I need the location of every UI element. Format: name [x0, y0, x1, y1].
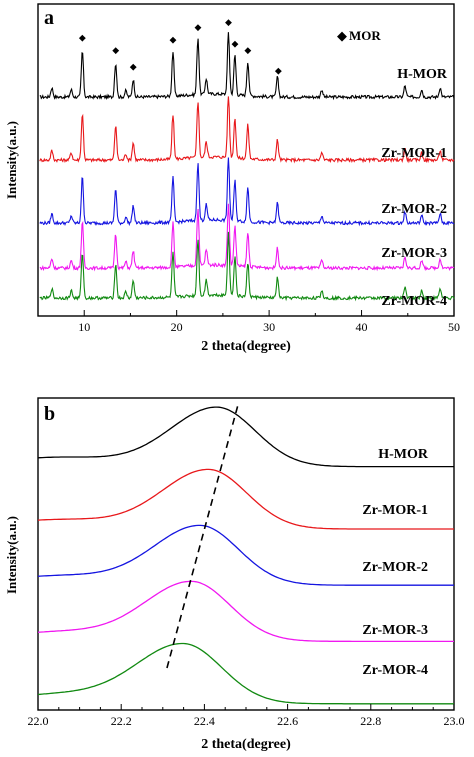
peak-marker: ◆: [130, 62, 137, 72]
series-line: [37, 468, 454, 530]
series-label: H-MOR: [378, 447, 429, 462]
series-line: [39, 96, 455, 164]
panel-a-legend: ◆ MOR: [337, 28, 381, 43]
series-line: [37, 642, 454, 705]
panel-a: a ◆ ◆ ◆ ◆ ◆ ◆ ◆ ◆ ◆ H-MOR Zr-MOR-1 Zr-MOR-2 Zr-MOR-…: [4, 3, 460, 354]
peak-marker: ◆: [225, 17, 232, 27]
x-tick-label: 40: [356, 320, 368, 334]
peak-marker: ◆: [244, 45, 251, 55]
peak-marker: ◆: [79, 33, 86, 43]
panel-b-x-ticks: 22.0 22.2 22.4 22.6 22.8 23.0: [28, 704, 465, 728]
panel-a-series-lines: [39, 32, 455, 302]
series-line: [39, 203, 455, 272]
panel-b-letter: b: [44, 403, 55, 425]
legend-marker: ◆: [337, 28, 347, 43]
series-line: [37, 406, 454, 468]
series-label: Zr-MOR-4: [381, 294, 447, 309]
x-tick-label: 22.0: [28, 714, 49, 728]
panel-b-ylabel: Intensity(a.u.): [4, 516, 19, 594]
legend-label: MOR: [349, 28, 381, 43]
x-tick-label: 23.0: [444, 714, 465, 728]
panel-b: b H-MORZr-MOR-1Zr-MOR-2Zr-MOR-3Zr-MOR-4 …: [4, 397, 465, 752]
series-label: Zr-MOR-2: [362, 560, 428, 575]
series-label: Zr-MOR-2: [381, 202, 447, 217]
x-tick-label: 10: [78, 320, 90, 334]
panel-a-letter: a: [44, 7, 54, 29]
series-label: Zr-MOR-3: [362, 623, 428, 638]
series-line: [37, 580, 454, 643]
peak-marker: ◆: [275, 66, 282, 76]
peak-marker: ◆: [112, 45, 119, 55]
x-tick-label: 20: [171, 320, 183, 334]
series-line: [39, 231, 455, 302]
series-label: Zr-MOR-3: [381, 246, 447, 261]
peak-shift-dashed-line: [166, 405, 239, 669]
panel-a-ylabel: Intensity(a.u.): [4, 121, 19, 199]
panel-a-x-ticks: 10 20 30 40 50: [37, 310, 460, 334]
panel-b-series-lines: [37, 406, 454, 705]
x-tick-label: 22.2: [111, 714, 132, 728]
peak-marker: ◆: [170, 34, 177, 44]
series-label: Zr-MOR-1: [381, 146, 447, 161]
series-label: H-MOR: [397, 67, 448, 82]
panel-a-peak-markers: ◆ ◆ ◆ ◆ ◆ ◆ ◆ ◆ ◆: [79, 17, 282, 76]
series-line: [39, 32, 455, 101]
peak-marker: ◆: [231, 39, 238, 49]
peak-marker: ◆: [194, 22, 201, 32]
series-line: [39, 157, 455, 227]
x-tick-label: 50: [448, 320, 460, 334]
panel-b-series-labels: H-MOR Zr-MOR-1 Zr-MOR-2 Zr-MOR-3 Zr-MOR-4: [362, 447, 428, 678]
panel-a-xlabel: 2 theta(degree): [201, 339, 291, 354]
panel-b-xlabel: 2 theta(degree): [201, 737, 291, 752]
x-tick-label: 22.4: [194, 714, 215, 728]
series-line: [37, 524, 454, 586]
x-tick-label: 22.6: [277, 714, 298, 728]
series-label: Zr-MOR-4: [362, 663, 428, 678]
series-label: Zr-MOR-1: [362, 503, 428, 518]
panel-a-series-labels: H-MOR Zr-MOR-1 Zr-MOR-2 Zr-MOR-3 Zr-MOR-4: [381, 67, 447, 309]
x-tick-label: 22.8: [360, 714, 381, 728]
x-tick-label: 30: [263, 320, 275, 334]
